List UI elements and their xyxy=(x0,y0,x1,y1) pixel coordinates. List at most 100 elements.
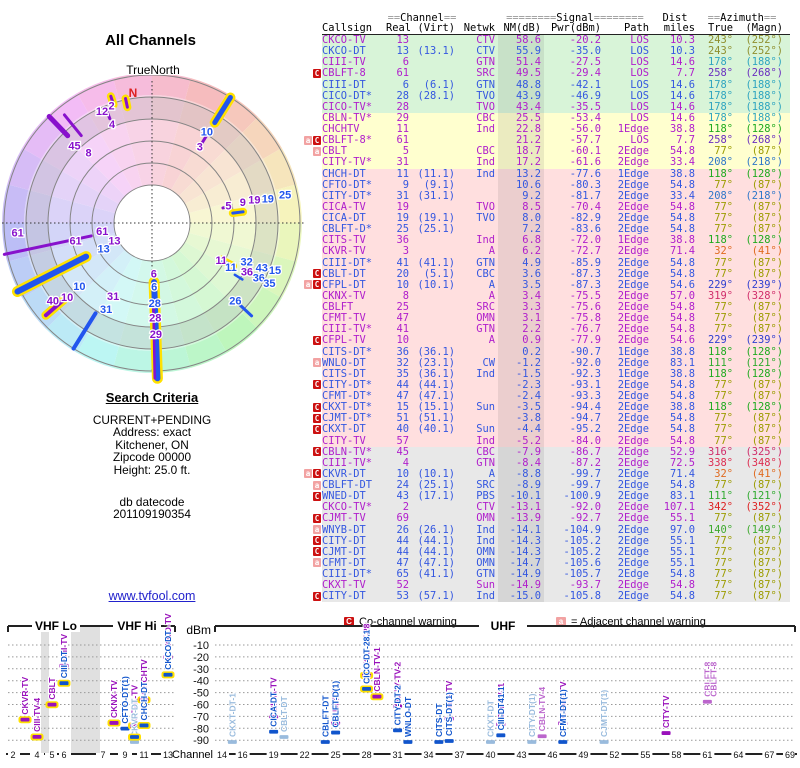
station-label-CBLFT-8: CBLFT-8 xyxy=(709,662,719,697)
radar-channel-label: 43 xyxy=(256,262,268,274)
radar-channel-label: 13 xyxy=(98,244,110,256)
svg-text:58: 58 xyxy=(671,750,681,760)
svg-text:Channel: Channel xyxy=(172,749,213,761)
station-label-CIII-DT: CIII-DT xyxy=(59,650,69,678)
station-row-CKNX-TV: CKNX-TV 8 A 3.4 -75.5 2Edge 57.0 319° (328°) xyxy=(322,290,790,302)
station-row-CKCO-TV: CKCO-TV* 2 CTV -13.1 -92.0 2Edge 107.1 342° (352… xyxy=(322,502,790,514)
svg-text:55: 55 xyxy=(640,750,650,760)
station-row-CIII-TV: CIII-TV* 41 GTN 2.2 -76.7 2Edge 54.8 77° (87°) xyxy=(322,324,790,336)
co-channel-warning-icon: C xyxy=(313,335,321,345)
col-magn: (Magn) xyxy=(745,21,783,34)
svg-text:67: 67 xyxy=(764,750,774,760)
db-datecode-label: db datecode xyxy=(119,495,185,509)
station-label-CKXT-DT-1: CKXT-DT-1 xyxy=(227,693,237,737)
adjacent-channel-warning-icon: a xyxy=(313,146,321,156)
radar-channel-label: 4 xyxy=(109,119,116,131)
svg-text:61: 61 xyxy=(702,750,712,760)
svg-text:4: 4 xyxy=(34,750,39,760)
signal-by-channel-chart: -10-20-30-40-50-60-70-80-90 VHF Lo VHF Hi U… xyxy=(6,613,797,761)
svg-text:7: 7 xyxy=(100,750,105,760)
col-miles: miles xyxy=(663,21,695,34)
svg-text:16: 16 xyxy=(238,750,248,760)
header-signal-group: ========Signal======== xyxy=(506,12,644,24)
table-column-headers: Callsign Real (Virt) Netwk NM(dB) Pwr(dB… xyxy=(322,21,790,35)
header-channel-group: ==Channel== xyxy=(387,12,457,24)
station-row-CITY-TV: CITY-TV 57 Ind -5.2 -84.0 2Edge 54.8 77° (87°) xyxy=(322,435,790,447)
col-true: True xyxy=(707,21,733,34)
svg-text:43: 43 xyxy=(516,750,526,760)
station-label-CITS-DT: CITS-DT xyxy=(434,703,444,737)
radar-channel-label: 2 xyxy=(108,100,114,112)
band-title: VHF Hi xyxy=(117,619,156,633)
radar-channel-label: 12 xyxy=(96,106,108,118)
station-label-CICO-DT-28.1: CICO-DT-28.1 xyxy=(362,629,372,684)
station-row-CBLFT: CBLFT 25 SRC 3.3 -75.6 2Edge 54.8 77° (87°) xyxy=(322,302,790,314)
svg-text:49: 49 xyxy=(578,750,588,760)
svg-text:-80: -80 xyxy=(193,723,209,735)
radar-channel-label: 31 xyxy=(107,291,119,303)
station-row-CICA-DT: CICA-DT 19 (19.1) TVO 8.0 -82.9 2Edge 54.8 77° (8… xyxy=(322,213,790,225)
radar-channel-label: 5 xyxy=(225,200,231,212)
search-scope: CURRENT+PENDING xyxy=(92,413,212,427)
station-row-CBLFT-8: CBLFT-8 61 SRC 49.5 -29.4 LOS 7.7 258° (268°) C xyxy=(313,68,790,80)
station-row-CBLFT-DT: CBLFT-DT 24 (25.1) SRC -8.9 -99.7 2Edge 54.8 77°… xyxy=(313,480,790,492)
station-label-CKCO-DT: CKCO-DT xyxy=(163,630,173,670)
station-row-CBLN-TV: CBLN-TV* 29 CBC 25.5 -53.4 LOS 14.6 178° (188°) xyxy=(322,112,790,124)
svg-text:25: 25 xyxy=(331,750,341,760)
station-label-CKNX-TV: CKNX-TV xyxy=(109,680,119,718)
station-row-CIII-TV: CIII-TV* 4 GTN -8.4 -87.2 2Edge 72.5 338° (348°) xyxy=(322,457,790,469)
col-callsign: Callsign xyxy=(322,21,373,34)
station-row-CICA-TV: CICA-TV 19 TVO 8.5 -70.4 2Edge 54.8 77° (87°) xyxy=(322,201,790,213)
station-row-CITS-DT: CITS-DT 35 (36.1) Ind -1.5 -92.3 1Edge 38.8 118°… xyxy=(322,368,790,380)
adjacent-channel-warning-icon: a xyxy=(304,469,312,479)
co-channel-warning-icon: C xyxy=(313,280,321,290)
radar-channel-label: 15 xyxy=(269,265,281,277)
radar-channel-label: 10 xyxy=(73,281,85,293)
station-label-CKCO-TV: CKCO-TV xyxy=(163,613,173,652)
svg-text:11: 11 xyxy=(139,750,148,760)
station-label-CHCH-DT: CHCH-DT xyxy=(139,681,149,721)
svg-text:22: 22 xyxy=(300,750,310,760)
svg-text:-10: -10 xyxy=(193,640,209,652)
header-dist-group: Dist xyxy=(662,12,688,24)
station-row-WNED-DT: WNED-DT 43 (17.1) PBS -10.1 -100.9 2Edge 83.1 11… xyxy=(313,491,790,503)
col-nm: NM(dB) xyxy=(503,21,541,34)
db-datecode-value: 201109190354 xyxy=(113,507,191,522)
station-row-CIII-DT: CIII-DT 6 (6.1) GTN 48.8 -42.1 LOS 14.6 178° (188… xyxy=(322,79,790,91)
station-row-CITY-DT: CITY-DT 53 (57.1) Ind -15.0 -105.8 2Edge 54.8 77… xyxy=(313,591,790,603)
band-title: VHF Lo xyxy=(35,619,77,633)
station-row-CJMT-DT: CJMT-DT 44 (44.1) OMN -14.3 -105.2 2Edge 55.1 77… xyxy=(313,546,790,558)
svg-text:69: 69 xyxy=(785,750,795,760)
adjacent-channel-warning-icon: a xyxy=(556,617,566,627)
band-title: UHF xyxy=(491,619,516,633)
station-row-CFMT-TV: CFMT-TV 47 OMN 3.1 -75.8 2Edge 54.8 77° (87°) xyxy=(322,313,790,325)
svg-text:-90: -90 xyxy=(193,735,209,747)
radar-channel-label: 28 xyxy=(149,313,161,325)
svg-text:-40: -40 xyxy=(193,676,209,688)
svg-text:6: 6 xyxy=(61,750,66,760)
header-azimuth-group: ==Azimuth== xyxy=(707,12,777,24)
svg-text:46: 46 xyxy=(547,750,557,760)
station-row-CITY-DT: CITY-DT* 44 (44.1) -2.3 -93.1 2Edge 54.8 77° (87… xyxy=(313,379,790,391)
svg-text:5: 5 xyxy=(49,750,54,760)
station-label-CITS-DT(1): CITS-DT(1) xyxy=(444,692,454,736)
col-path: Path xyxy=(623,21,649,34)
station-label-CITY-TV: CITY-TV xyxy=(661,695,671,728)
station-label-CBLT: CBLT xyxy=(47,677,57,700)
station-row-CICO-TV: CICO-TV* 28 TVO 43.4 -35.5 LOS 14.6 178° (188°) xyxy=(322,101,790,113)
radar-channel-label: 26 xyxy=(229,296,241,308)
tvfool-link[interactable]: www.tvfool.com xyxy=(108,589,196,603)
station-row-CBLFT-D: CBLFT-D* 25 (25.1) 7.2 -83.6 2Edge 54.8 77° (87°… xyxy=(322,224,790,236)
svg-text:2: 2 xyxy=(10,750,15,760)
co-channel-warning-icon: C xyxy=(313,402,321,412)
radar-channel-label: 6 xyxy=(151,282,157,294)
col-pwr: Pwr(dBm) xyxy=(550,21,601,34)
co-channel-warning-icon: C xyxy=(313,135,321,145)
station-label-CIII-TV-4: CIII-TV-4 xyxy=(32,698,42,732)
station-row-CKXT-DT: CKXT-DT 40 (40.1) Sun -4.4 -95.2 2Edge 54.8 77°(… xyxy=(313,424,790,436)
search-criteria: Search Criteria CURRENT+PENDING Address:… xyxy=(28,390,276,476)
co-channel-warning-icon: C xyxy=(313,491,321,501)
svg-text:34: 34 xyxy=(424,750,434,760)
station-label-CBLFT-D(1): CBLFT-D(1) xyxy=(331,681,341,728)
true-north-label: TrueNorth xyxy=(126,63,180,77)
